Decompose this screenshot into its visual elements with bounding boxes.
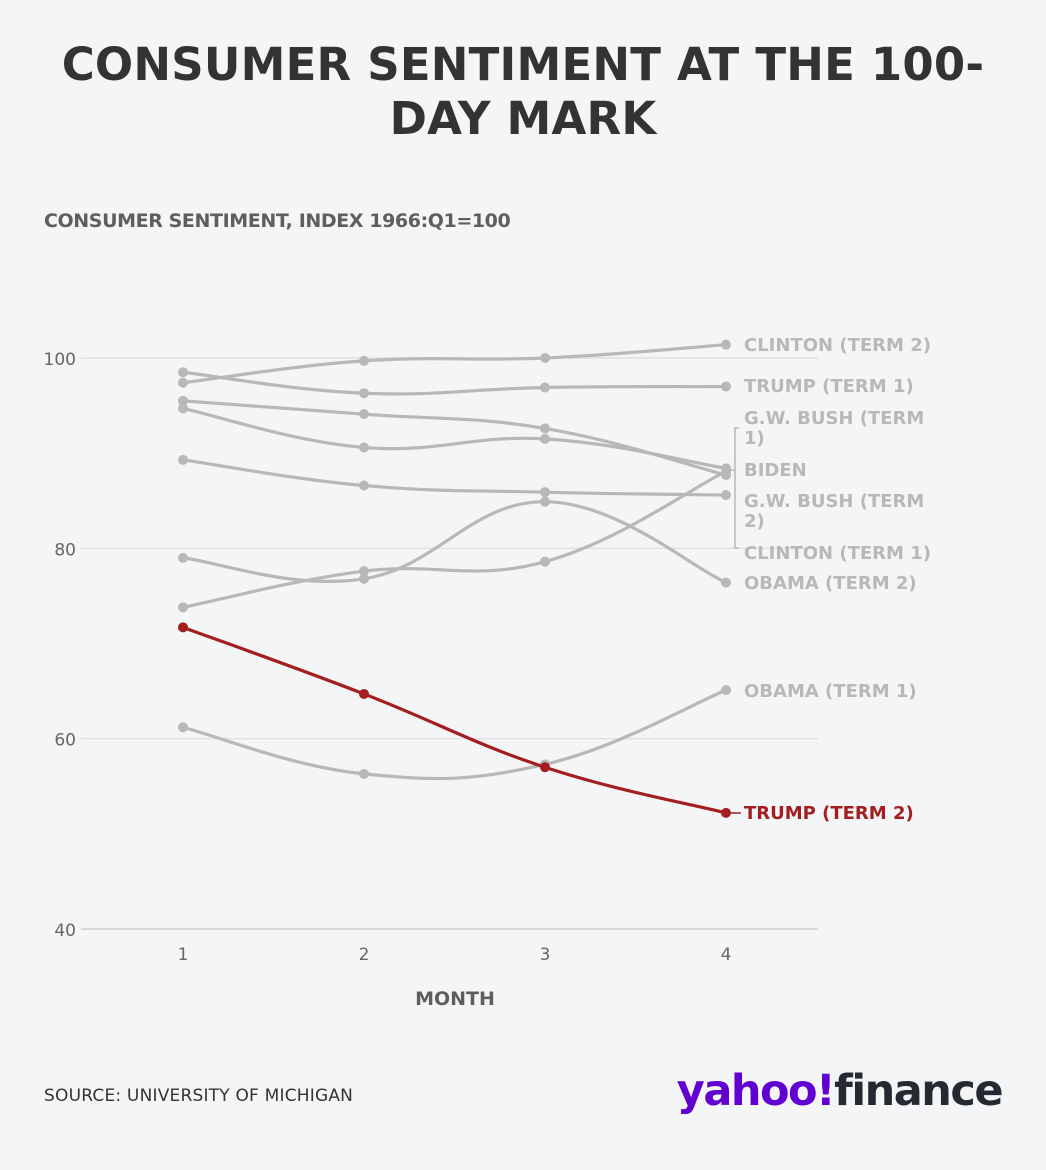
data-point [178,403,188,414]
chart-subtitle: CONSUMER SENTIMENT, INDEX 1966:Q1=100 [44,210,511,232]
x-tick-label: 4 [721,945,732,965]
x-axis-label: MONTH [415,988,495,1010]
x-tick-label: 3 [540,945,551,965]
data-point [540,487,550,498]
data-point [359,355,369,366]
cluster-bracket [734,427,739,549]
data-point [721,470,731,481]
series-labels: CLINTON (TERM 2) TRUMP (TERM 1) G.W. BUSH … [744,335,931,824]
series-label: CLINTON (TERM 1) [744,543,931,564]
series-trump-term-2 [178,622,731,818]
series-label: OBAMA (TERM 2) [744,573,917,594]
data-point [359,688,369,699]
series-line [181,370,728,396]
data-point [359,480,369,491]
series-lines [178,339,731,818]
data-point [540,382,550,393]
data-point [359,573,369,584]
data-point [178,602,188,613]
series-clinton-term-2 [178,339,731,388]
y-tick-labels: 40 60 80 100 [44,350,76,941]
series-line [181,625,728,815]
series-line [181,458,728,497]
series-label: TRUMP (TERM 2) [744,803,914,824]
series-label: TRUMP (TERM 1) [744,376,914,397]
x-tick-label: 2 [359,945,370,965]
data-point [178,622,188,633]
series-label: BIDEN [744,460,807,481]
x-tick-labels: 1 2 3 4 [178,945,732,965]
data-point [540,762,550,773]
data-point [178,395,188,406]
data-point [721,381,731,392]
label-brackets [729,427,741,814]
logo-finance: finance [834,1066,1003,1116]
data-point [178,367,188,378]
yahoo-finance-logo: yahoo!finance [676,1066,1004,1116]
data-point [721,490,731,501]
data-point [721,577,731,588]
data-point [178,552,188,563]
source-note: SOURCE: UNIVERSITY OF MICHIGAN [44,1086,354,1106]
data-point [178,377,188,388]
series-biden [178,466,731,613]
logo-yahoo: yahoo! [676,1066,836,1116]
series-label: G.W. BUSH (TERM 2) [744,491,924,532]
data-point [359,388,369,399]
data-point [359,768,369,779]
data-point [721,339,731,350]
series-line [181,688,728,781]
series-line [181,500,728,585]
data-point [359,409,369,420]
series-g-w-bush-term-1 [178,403,731,474]
series-clinton-term-1 [178,454,731,501]
series-label: G.W. BUSH (TERM 1) [744,408,924,449]
series-trump-term-1 [178,367,731,399]
data-point [721,807,731,818]
data-point [178,454,188,465]
data-point [540,423,550,434]
y-tick-label: 80 [54,540,76,560]
y-tick-label: 100 [44,350,76,370]
data-point [359,442,369,453]
series-label: OBAMA (TERM 1) [744,681,917,702]
data-point [540,433,550,444]
data-point [540,496,550,507]
series-line [181,399,728,477]
data-point [721,685,731,696]
series-line [181,469,728,609]
data-point [359,566,369,577]
series-label: CLINTON (TERM 2) [744,335,931,356]
y-tick-label: 40 [54,921,76,941]
data-point [540,353,550,363]
x-tick-label: 1 [178,945,189,965]
series-obama-term-2 [178,496,731,588]
y-tick-label: 60 [54,731,76,751]
data-point [540,556,550,567]
series-g-w-bush-term-2 [178,395,731,481]
data-point [178,722,188,733]
series-line [181,343,728,385]
chart-title: CONSUMER SENTIMENT AT THE 100-DAY MARK [61,38,985,145]
